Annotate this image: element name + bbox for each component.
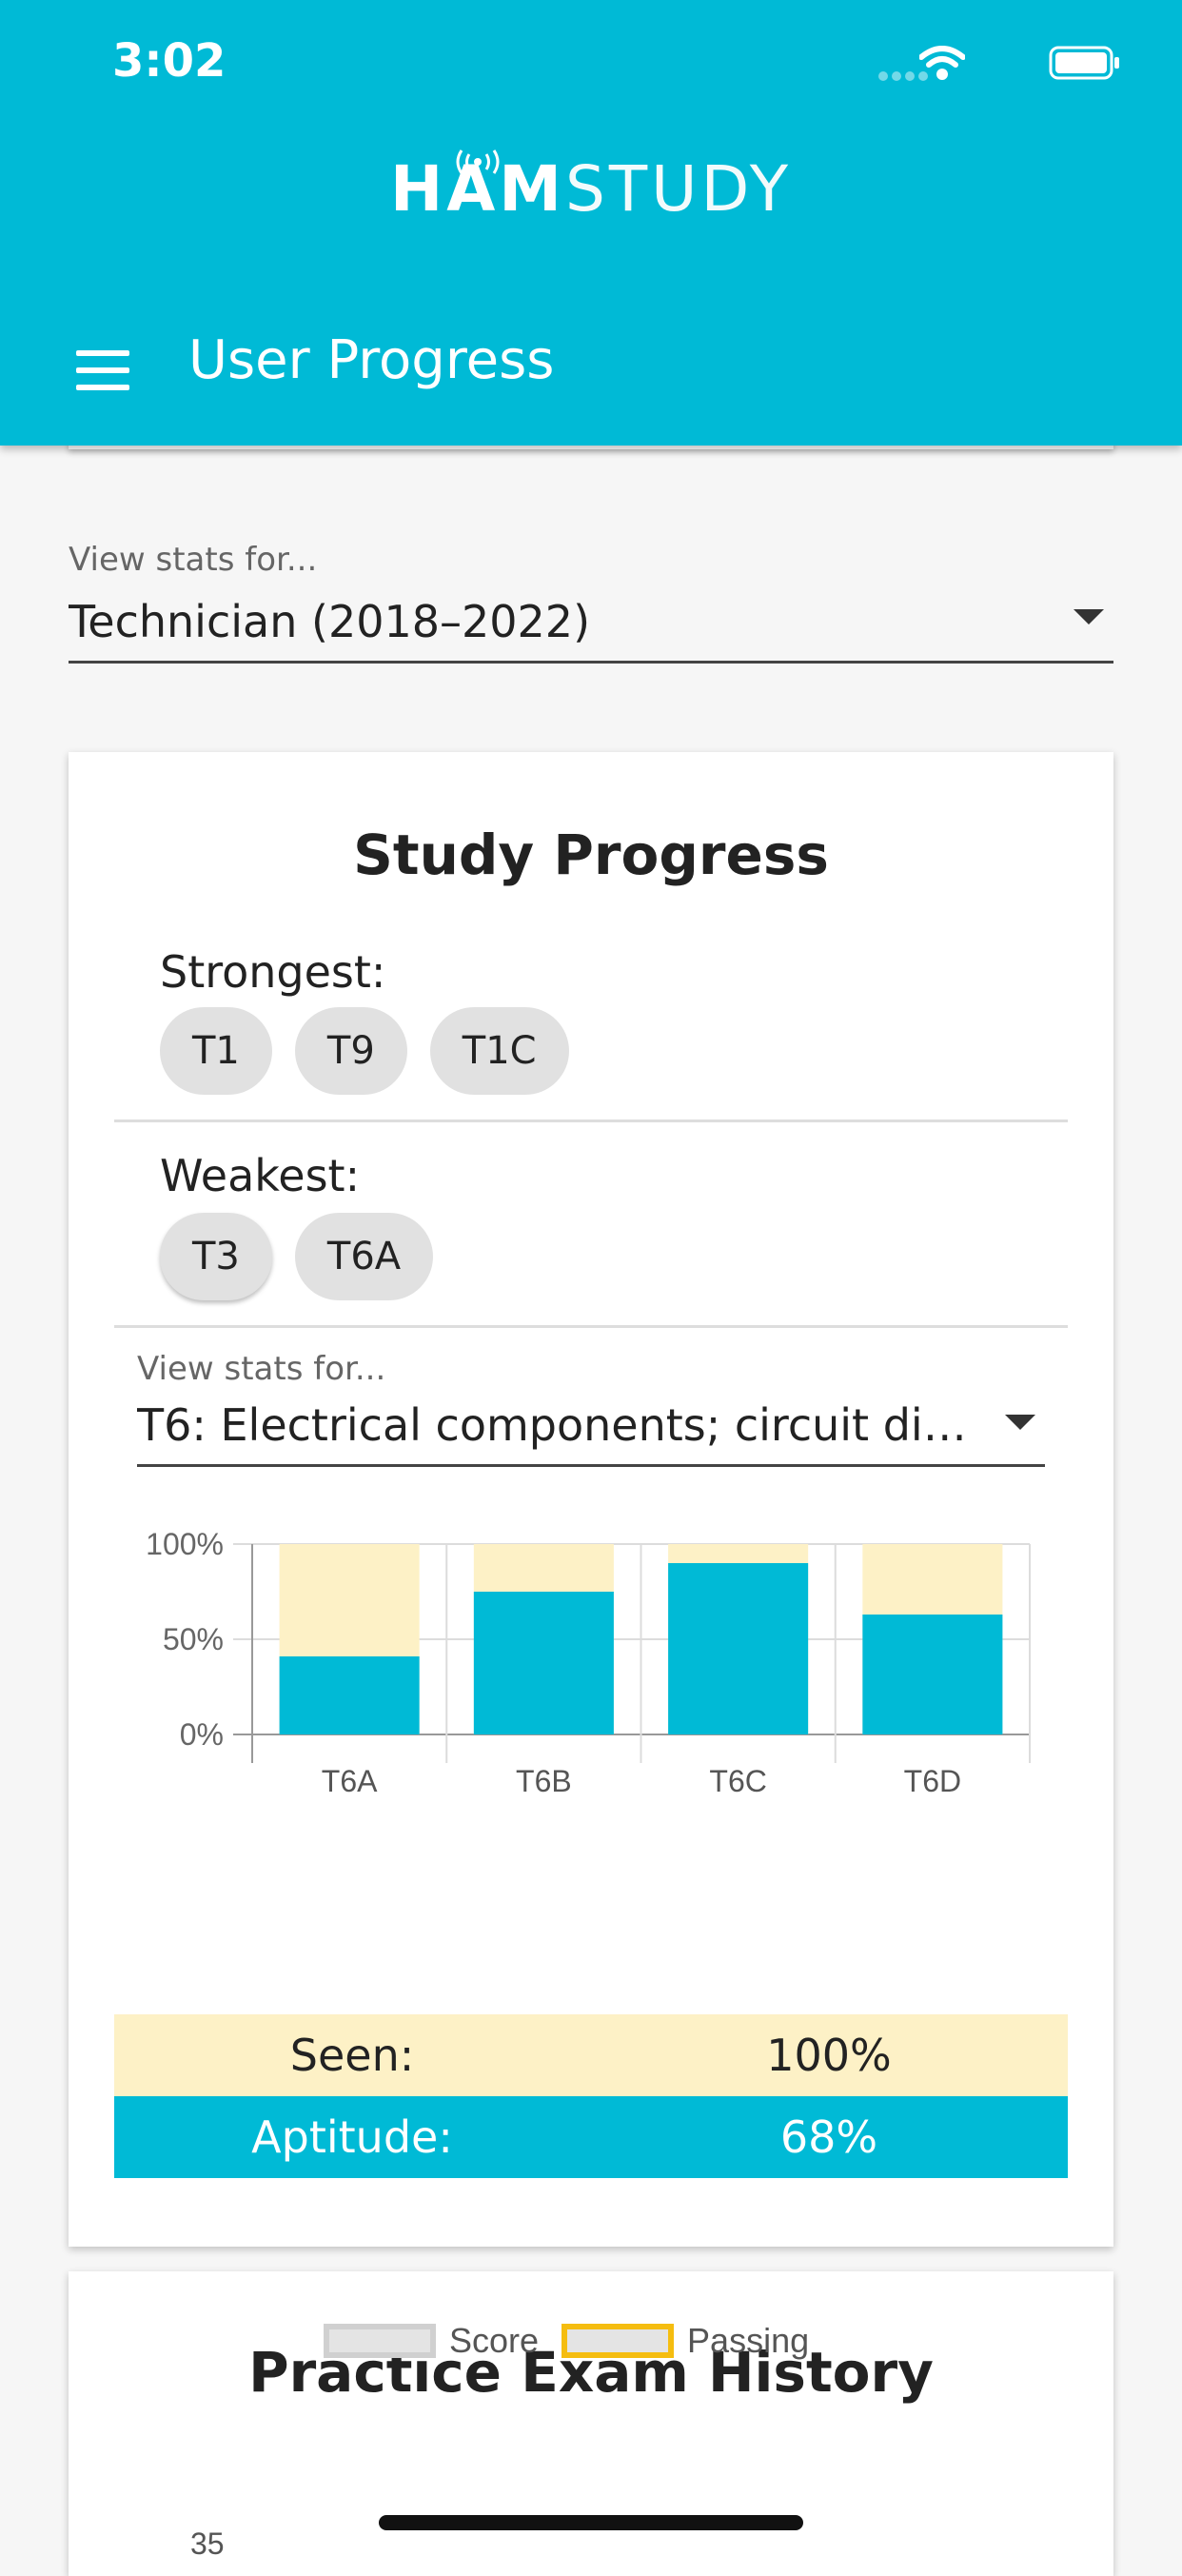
x-tick-label: T6C xyxy=(709,1764,766,1798)
status-time: 3:02 xyxy=(112,34,227,88)
battery-icon xyxy=(1049,46,1119,80)
menu-icon[interactable] xyxy=(76,350,129,402)
stats-select-label: View stats for... xyxy=(69,541,318,579)
study-progress-title: Study Progress xyxy=(353,822,829,887)
strongest-chip[interactable]: T9 xyxy=(294,1007,407,1095)
subelement-select-label: View stats for... xyxy=(137,1350,386,1388)
progress-bar-chart: 0% 50% 100% T6A T6B T6C T6D xyxy=(146,1527,1031,1798)
dropdown-caret-icon xyxy=(1074,609,1104,624)
aptitude-value: 68% xyxy=(779,2111,878,2163)
bar xyxy=(862,1615,1003,1734)
cellular-signal-icon xyxy=(878,71,928,81)
passing-legend-swatch xyxy=(561,2324,675,2358)
logo-text-light: STUDY xyxy=(564,152,793,226)
weakest-chips: T3 T6A xyxy=(160,1213,456,1300)
seen-value: 100% xyxy=(766,2030,892,2081)
x-tick-label: T6A xyxy=(322,1764,378,1798)
weakest-label: Weakest: xyxy=(160,1150,361,1201)
aptitude-label: Aptitude: xyxy=(251,2111,453,2163)
subelement-select[interactable]: View stats for... T6: Electrical compone… xyxy=(137,1350,1045,1467)
y-tick-label: 100% xyxy=(146,1527,224,1561)
strongest-label: Strongest: xyxy=(160,946,386,998)
aptitude-row: Aptitude: 68% xyxy=(114,2096,1068,2178)
y-tick-label: 50% xyxy=(163,1622,224,1656)
strongest-chip[interactable]: T1 xyxy=(160,1007,272,1095)
practice-exam-card: Practice Exam History xyxy=(69,2271,1113,2576)
stats-select-value: Technician (2018–2022) xyxy=(69,596,591,647)
antenna-waves-icon xyxy=(456,149,500,174)
app-header: 3:02 HAMSTUDY User Progress xyxy=(0,0,1182,446)
weakest-chip[interactable]: T3 xyxy=(160,1213,272,1300)
seen-label: Seen: xyxy=(289,2030,415,2081)
x-tick-label: T6B xyxy=(516,1764,572,1798)
y-tick-label: 35 xyxy=(190,2526,225,2561)
practice-exam-legend: Score Passing xyxy=(324,2321,809,2361)
score-legend-label: Score xyxy=(449,2321,540,2360)
divider xyxy=(114,1120,1068,1122)
wifi-icon xyxy=(919,46,965,80)
subelement-select-value: T6: Electrical components; circuit diagr… xyxy=(137,1399,1045,1451)
divider xyxy=(114,1325,1068,1328)
bar xyxy=(668,1563,809,1734)
score-legend-swatch xyxy=(324,2324,436,2358)
strongest-chips: T1 T9 T1C xyxy=(160,1007,592,1095)
hamstudy-logo: HAMSTUDY xyxy=(0,149,1182,226)
y-tick-label: 0% xyxy=(180,1717,224,1752)
stats-select[interactable]: View stats for... Technician (2018–2022) xyxy=(69,541,1113,664)
x-tick-label: T6D xyxy=(904,1764,961,1798)
passing-legend-label: Passing xyxy=(687,2321,810,2360)
weakest-chip[interactable]: T6A xyxy=(294,1213,434,1300)
dropdown-caret-icon xyxy=(1005,1415,1035,1430)
home-indicator xyxy=(379,2515,803,2530)
bar xyxy=(279,1656,420,1734)
bar xyxy=(473,1592,614,1734)
seen-row: Seen: 100% xyxy=(114,2014,1068,2096)
study-progress-card: Study Progress Strongest: T1 T9 T1C Weakes… xyxy=(69,752,1113,2247)
strongest-chip[interactable]: T1C xyxy=(429,1007,569,1095)
page-title: User Progress xyxy=(188,329,555,391)
